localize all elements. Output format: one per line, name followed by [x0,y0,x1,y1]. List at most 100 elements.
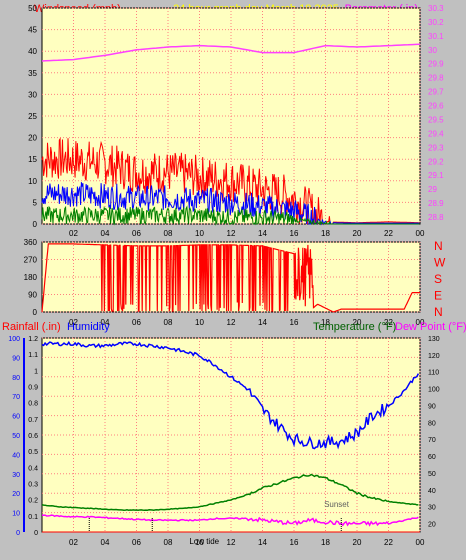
humidity-y-tick: 20 [12,491,20,498]
x-tick-label: 18 [321,318,330,327]
wind-y-tick: 20 [28,134,37,143]
wind-y-tick: 30 [28,90,37,99]
x-tick-label: 16 [290,229,299,238]
x-tick-label: 14 [258,318,267,327]
x-tick-label: 02 [69,538,78,547]
rainfall-y-tick: 0.2 [28,498,38,505]
humidity-line [41,340,420,450]
baro-y-tick: 29.2 [428,157,444,166]
humidity-y-tick: 60 [12,414,20,421]
temperature-y-tick: 70 [428,437,436,444]
baro-y-tick: 30.1 [428,32,444,41]
baro-y-tick: 30.2 [428,18,444,27]
x-tick-label: 22 [384,318,393,327]
compass-label: E [434,289,442,303]
rainfall-y-tick: 1 [34,368,38,375]
rainfall-y-tick: 0.9 [28,385,38,392]
wind-y-tick: 35 [28,69,37,78]
x-tick-label: 04 [101,229,110,238]
x-tick-label: 14 [258,538,267,547]
temperature-y-tick: 30 [428,505,436,512]
x-tick-label: 04 [101,538,110,547]
x-tick-label: 10 [195,229,204,238]
humidity-y-tick: 80 [12,375,20,382]
humidity-y-tick: 90 [12,355,20,362]
x-tick-label: 14 [258,229,267,238]
x-tick-label: 22 [384,538,393,547]
baro-y-tick: 29.1 [428,171,444,180]
rainfall-y-tick: 0.6 [28,433,38,440]
x-tick-label: 10 [195,318,204,327]
baro-y-tick: 30 [428,46,437,55]
baro-y-tick: 30.3 [428,4,444,13]
compass-label: W [434,256,446,270]
rainfall-y-tick: 0.4 [28,465,38,472]
direction-y-tick: 270 [24,256,38,265]
baro-y-tick: 29.4 [428,129,444,138]
sunset-label: Sunset [324,500,350,509]
x-tick-label: 06 [132,318,141,327]
wind-y-tick: 40 [28,47,37,56]
baro-y-tick: 29.5 [428,115,444,124]
temperature-y-tick: 130 [428,336,440,343]
x-tick-label: 12 [227,538,236,547]
rainfall-y-tick: 0.3 [28,482,38,489]
temperature-y-tick: 20 [428,522,436,529]
x-tick-label: 16 [290,318,299,327]
rainfall-y-tick: 0 [34,530,38,537]
wind-y-tick: 0 [33,220,38,229]
humidity-y-tick: 40 [12,452,20,459]
temperature-y-tick: 110 [428,370,439,377]
humidity-y-tick: 10 [12,511,20,518]
x-tick-label: 20 [353,318,362,327]
rainfall-y-tick: 1.2 [28,336,38,343]
x-tick-label: 20 [353,538,362,547]
humidity-temperature-panel: 010203040506070809010000.10.20.30.40.50.… [8,336,439,547]
temperature-line [41,473,419,511]
temperature-y-tick: 90 [428,403,436,410]
direction-y-tick: 0 [33,308,38,317]
rainfall-y-tick: 1.1 [28,352,38,359]
x-tick-label: 12 [227,318,236,327]
rainfall-y-tick: 0.8 [28,401,38,408]
wind-y-tick: 45 [28,26,37,35]
wind-y-tick: 25 [28,112,37,121]
temperature-y-tick: 120 [428,353,440,360]
x-tick-label: 02 [69,229,78,238]
compass-label: S [434,272,442,286]
x-tick-label: 04 [101,318,110,327]
baro-y-tick: 29 [428,185,437,194]
wind-y-tick: 15 [28,155,37,164]
humidity-y-tick: 100 [8,336,20,343]
humidity-y-tick: 30 [12,472,20,479]
direction-y-tick: 90 [28,291,37,300]
temperature-y-tick: 80 [428,420,436,427]
x-tick-label: 00 [416,318,425,327]
barometer-line [41,43,421,62]
rainfall-y-tick: 0.7 [28,417,38,424]
x-tick-label: 08 [164,318,173,327]
temperature-axis-title: Temperature (°F) [313,321,396,333]
direction-y-tick: 360 [24,238,38,247]
baro-y-tick: 29.3 [428,143,444,152]
rainfall-y-tick: 0.1 [28,514,38,521]
compass-label: N [434,305,443,319]
x-tick-label: 18 [321,538,330,547]
wind-y-tick: 10 [28,177,37,186]
baro-y-tick: 29.6 [428,102,444,111]
rainfall-y-tick: 0.5 [28,449,38,456]
wind-direction-line [41,243,420,313]
temperature-y-tick: 50 [428,471,436,478]
baro-y-tick: 29.9 [428,60,444,69]
baro-y-tick: 29.7 [428,88,444,97]
x-tick-label: 08 [164,229,173,238]
compass-label: N [434,239,443,253]
x-tick-label: 00 [416,538,425,547]
x-tick-label: 08 [164,538,173,547]
x-tick-label: 06 [132,538,141,547]
humidity-y-tick: 70 [12,394,20,401]
x-tick-label: 16 [290,538,299,547]
